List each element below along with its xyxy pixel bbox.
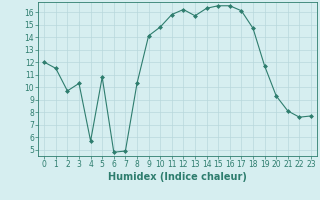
X-axis label: Humidex (Indice chaleur): Humidex (Indice chaleur) xyxy=(108,172,247,182)
